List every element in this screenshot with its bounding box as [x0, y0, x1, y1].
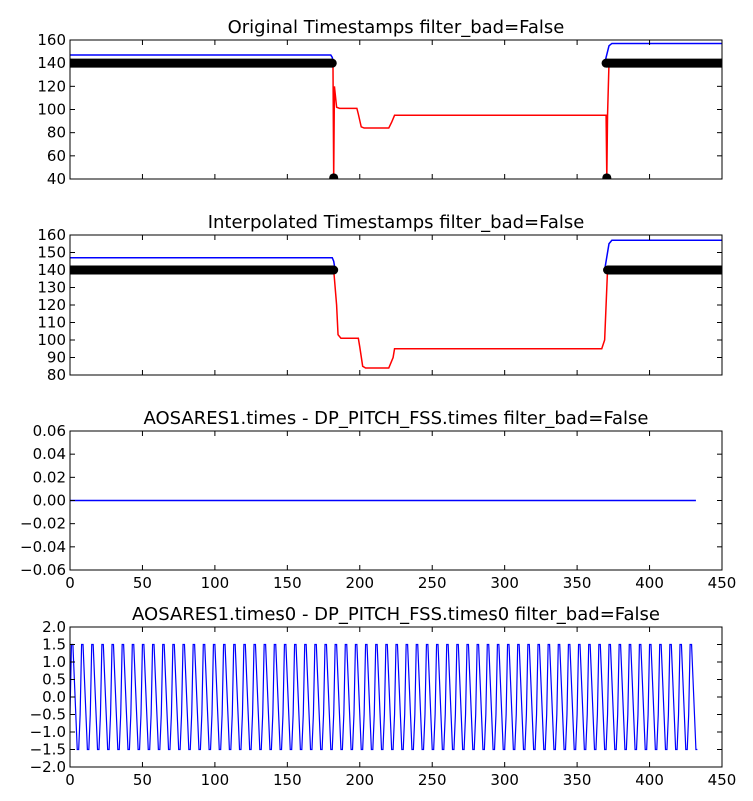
y-tick-label: 2.0 [42, 618, 66, 636]
subplot-1: 40 60 80 100 120 140 160 Original Timestamps fi… [37, 17, 723, 188]
y-tick-label: 120 [37, 296, 66, 314]
series-line [330, 62, 610, 178]
y-tick-label: 100 [37, 331, 66, 349]
x-tick-label: 150 [273, 574, 302, 592]
x-tick-label: 400 [635, 574, 664, 592]
x-tick-label: 300 [490, 771, 519, 789]
axes-frame [69, 234, 723, 376]
y-tick-label: 140 [37, 54, 66, 72]
y-tick-label: 90 [47, 349, 66, 367]
x-tick-label: 100 [201, 574, 230, 592]
y-tick-label: 40 [47, 170, 66, 188]
series-line [70, 643, 698, 751]
x-tick-label: 200 [345, 771, 374, 789]
y-tick-label: 80 [47, 366, 66, 384]
y-tick-label: 120 [37, 77, 66, 95]
y-tick-label: 100 [37, 101, 66, 119]
subplot-title: AOSARES1.times0 - DP_PITCH_FSS.times0 fi… [132, 604, 660, 625]
x-tick-label: 0 [65, 771, 75, 789]
y-tick-label: 160 [37, 226, 66, 244]
x-tick-label: 200 [345, 574, 374, 592]
y-tick-label: 0.0 [42, 688, 66, 706]
x-tick-label: 450 [708, 771, 737, 789]
x-tick-label: 0 [65, 574, 75, 592]
subplot-title: Original Timestamps filter_bad=False [228, 17, 565, 38]
series-point [602, 173, 612, 179]
series-line [603, 42, 722, 64]
y-tick-label: 140 [37, 261, 66, 279]
plot-area [70, 239, 722, 369]
y-tick-label: 60 [47, 147, 66, 165]
series-point [329, 173, 339, 179]
x-tick-label: 100 [201, 771, 230, 789]
series-point [329, 265, 339, 275]
y-tick-label: 130 [37, 279, 66, 297]
x-tick-label: 350 [563, 771, 592, 789]
y-tick-label: −0.02 [20, 515, 66, 533]
subplot-4: −2.0−1.5−1.0−0.50.00.51.01.52.0 0 50 100 150… [30, 604, 737, 789]
plot-area [70, 42, 722, 179]
y-tick-label: 160 [37, 31, 66, 49]
x-tick-label: 50 [133, 574, 152, 592]
y-tick-label: 1.5 [42, 636, 66, 654]
y-tick-label: 1.0 [42, 653, 66, 671]
y-tick-label: −1.5 [30, 741, 66, 759]
series-point [327, 58, 337, 68]
y-tick-label: −0.06 [20, 561, 66, 579]
y-tick-label: 0.04 [33, 445, 66, 463]
y-tick-label: −1.0 [30, 723, 66, 741]
y-tick-label: 150 [37, 244, 66, 262]
series-point [601, 58, 611, 68]
y-tick-label: −0.04 [20, 538, 66, 556]
series-line [332, 269, 609, 369]
y-tick-label: 80 [47, 124, 66, 142]
y-tick-label: −2.0 [30, 758, 66, 776]
subplot-title: AOSARES1.times - DP_PITCH_FSS.times filt… [143, 408, 648, 429]
x-tick-label: 450 [708, 574, 737, 592]
x-tick-label: 350 [563, 574, 592, 592]
y-tick-label: 110 [37, 314, 66, 332]
subplot-title: Interpolated Timestamps filter_bad=False [208, 212, 585, 233]
y-tick-label: 0.00 [33, 492, 66, 510]
x-tick-label: 150 [273, 771, 302, 789]
x-tick-label: 50 [133, 771, 152, 789]
x-tick-label: 300 [490, 574, 519, 592]
y-tick-label: 0.5 [42, 671, 66, 689]
y-tick-label: 0.02 [33, 468, 66, 486]
y-tick-label: −0.5 [30, 706, 66, 724]
x-tick-label: 400 [635, 771, 664, 789]
series-point [603, 265, 613, 275]
y-tick-label: 0.06 [33, 422, 66, 440]
series-line [603, 239, 722, 271]
plot-area [70, 643, 698, 751]
subplot-3: −0.06 −0.04 −0.02 0.00 0.02 0.04 0.06 0 50 100 150… [20, 408, 736, 592]
x-tick-label: 250 [418, 574, 447, 592]
x-tick-label: 250 [418, 771, 447, 789]
